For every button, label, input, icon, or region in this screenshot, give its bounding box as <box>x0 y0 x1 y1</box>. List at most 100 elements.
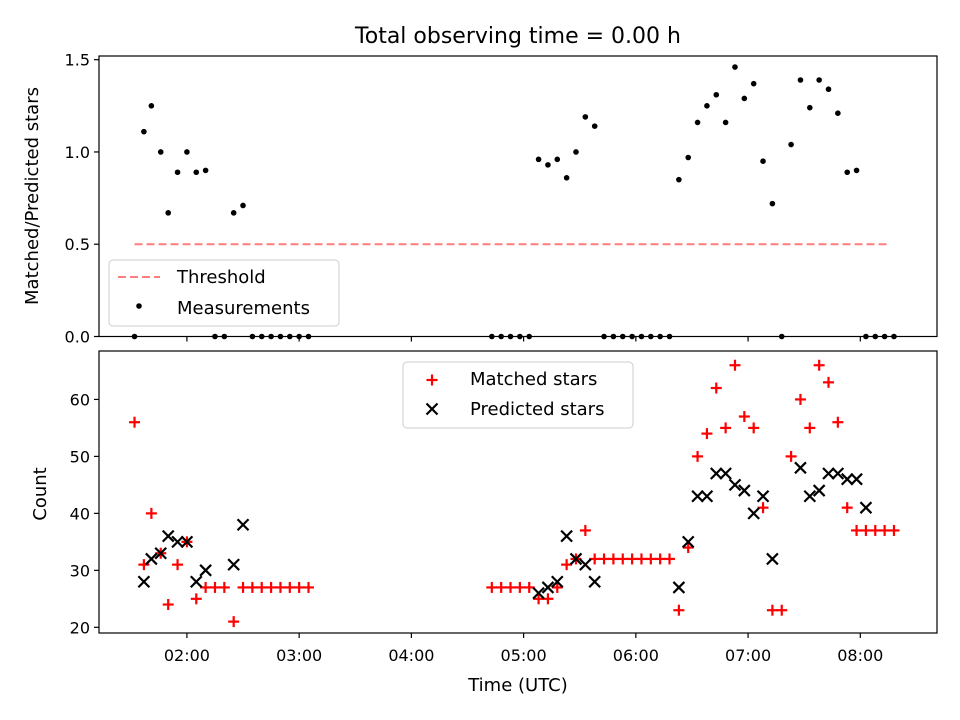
matched-star-point <box>293 581 305 593</box>
matched-star-point <box>888 524 900 536</box>
matched-star-point <box>514 581 526 593</box>
measurement-point <box>741 95 748 102</box>
matched-star-point <box>626 553 638 565</box>
predicted-star-point <box>831 467 845 480</box>
matched-star-point <box>664 553 676 565</box>
measurement-point <box>760 158 766 164</box>
measurement-point <box>535 156 542 163</box>
predicted-star-point <box>794 461 807 475</box>
measurement-point <box>230 210 237 216</box>
measurement-point <box>825 86 832 93</box>
predicted-star-point <box>672 581 686 594</box>
legend-predicted-label: Predicted stars <box>470 399 604 420</box>
matched-star-point <box>200 581 212 593</box>
matched-star-point <box>860 524 872 536</box>
matched-star-point <box>129 416 141 428</box>
top-y-axis: 0.0 0.5 1.0 1.5 <box>65 51 99 347</box>
matched-star-point <box>776 604 788 616</box>
measurement-point <box>685 154 692 161</box>
predicted-star-point <box>236 518 250 532</box>
predicted-star-point <box>551 575 564 589</box>
measurement-point <box>676 176 682 183</box>
matched-star-point <box>794 393 806 405</box>
matched-star-point <box>138 559 150 571</box>
measurement-point <box>732 64 738 70</box>
matched-star-point <box>228 616 240 628</box>
matched-star-point <box>645 553 657 565</box>
x-tick-label: 03:00 <box>276 646 322 665</box>
y-tick-label: 20 <box>70 618 90 637</box>
measurement-point <box>174 169 181 176</box>
matched-star-point <box>237 581 249 593</box>
matched-star-point <box>551 581 563 593</box>
matched-star-point <box>635 553 647 565</box>
measurement-point <box>704 103 710 109</box>
matched-star-point <box>274 581 286 593</box>
predicted-star-point <box>681 535 695 549</box>
predicted-star-point <box>756 489 770 503</box>
measurement-point <box>157 149 164 155</box>
measurement-point <box>545 162 551 168</box>
predicted-star-point <box>579 558 592 571</box>
measurement-point <box>835 110 841 117</box>
measurement-point <box>750 80 757 87</box>
predicted-star-point <box>840 472 854 486</box>
matched-star-point <box>823 376 835 388</box>
bottom-x-axis: 02:00 03:00 04:00 05:00 06:00 07:00 08:00 <box>164 633 883 665</box>
matched-star-point <box>617 553 629 565</box>
y-tick-label: 30 <box>70 561 90 580</box>
y-tick-label: 50 <box>70 447 90 466</box>
predicted-star-point <box>766 552 779 566</box>
matched-star-point <box>673 604 685 616</box>
measurement-point <box>573 149 579 155</box>
legend-predicted-marker <box>425 402 439 416</box>
matched-star-point <box>209 581 221 593</box>
predicted-star-point <box>719 467 732 480</box>
x-tick-label: 07:00 <box>725 646 771 665</box>
legend-measurements-label: Measurements <box>177 298 310 319</box>
measurement-point <box>563 174 570 181</box>
y-tick-label: 1.5 <box>65 51 90 70</box>
matched-star-point <box>738 411 750 423</box>
matched-star-point <box>303 581 314 593</box>
y-tick-label: 40 <box>70 504 90 523</box>
predicted-star-point <box>171 535 184 549</box>
matched-star-point <box>682 542 694 554</box>
predicted-star-point <box>180 535 194 549</box>
y-tick-label: 0.5 <box>65 235 90 254</box>
matched-star-point <box>246 581 258 593</box>
predicted-star-point <box>189 575 203 589</box>
predicted-star-point <box>850 472 863 486</box>
measurement-point <box>240 202 246 209</box>
legend-predicted-swatch <box>425 402 439 416</box>
y-tick-label: 60 <box>70 390 90 409</box>
predicted-star-point <box>560 529 573 543</box>
matched-star-point <box>757 502 769 514</box>
matched-star-point <box>841 502 853 514</box>
measurement-point <box>148 103 155 109</box>
matched-star-point <box>729 359 741 371</box>
top-panel: 0.0 0.5 1.0 1.5 Matched/Predicted stars Thr… <box>22 51 938 347</box>
x-tick-label: 05:00 <box>501 646 547 665</box>
x-tick-label: 06:00 <box>613 646 659 665</box>
measurement-point <box>722 119 729 126</box>
y-tick-label: 0.0 <box>65 328 90 347</box>
top-legend: Threshold Measurements <box>108 259 340 327</box>
predicted-star-point <box>227 558 240 571</box>
matched-star-point <box>654 553 666 565</box>
top-legend-box <box>108 259 340 327</box>
x-tick-label: 02:00 <box>164 646 210 665</box>
matched-star-point <box>505 581 517 593</box>
measurement-point <box>141 128 147 135</box>
bottom-axes-frame <box>98 350 938 634</box>
x-axis-label: Time (UTC) <box>467 675 568 696</box>
matched-star-point <box>172 559 184 571</box>
predicted-star-point <box>700 489 714 503</box>
predicted-star-point <box>728 478 742 492</box>
matched-star-point <box>579 524 591 536</box>
matched-star-point <box>561 559 573 571</box>
measurement-point <box>193 169 200 176</box>
matched-star-point <box>598 553 610 565</box>
predicted-star-point <box>154 546 168 560</box>
